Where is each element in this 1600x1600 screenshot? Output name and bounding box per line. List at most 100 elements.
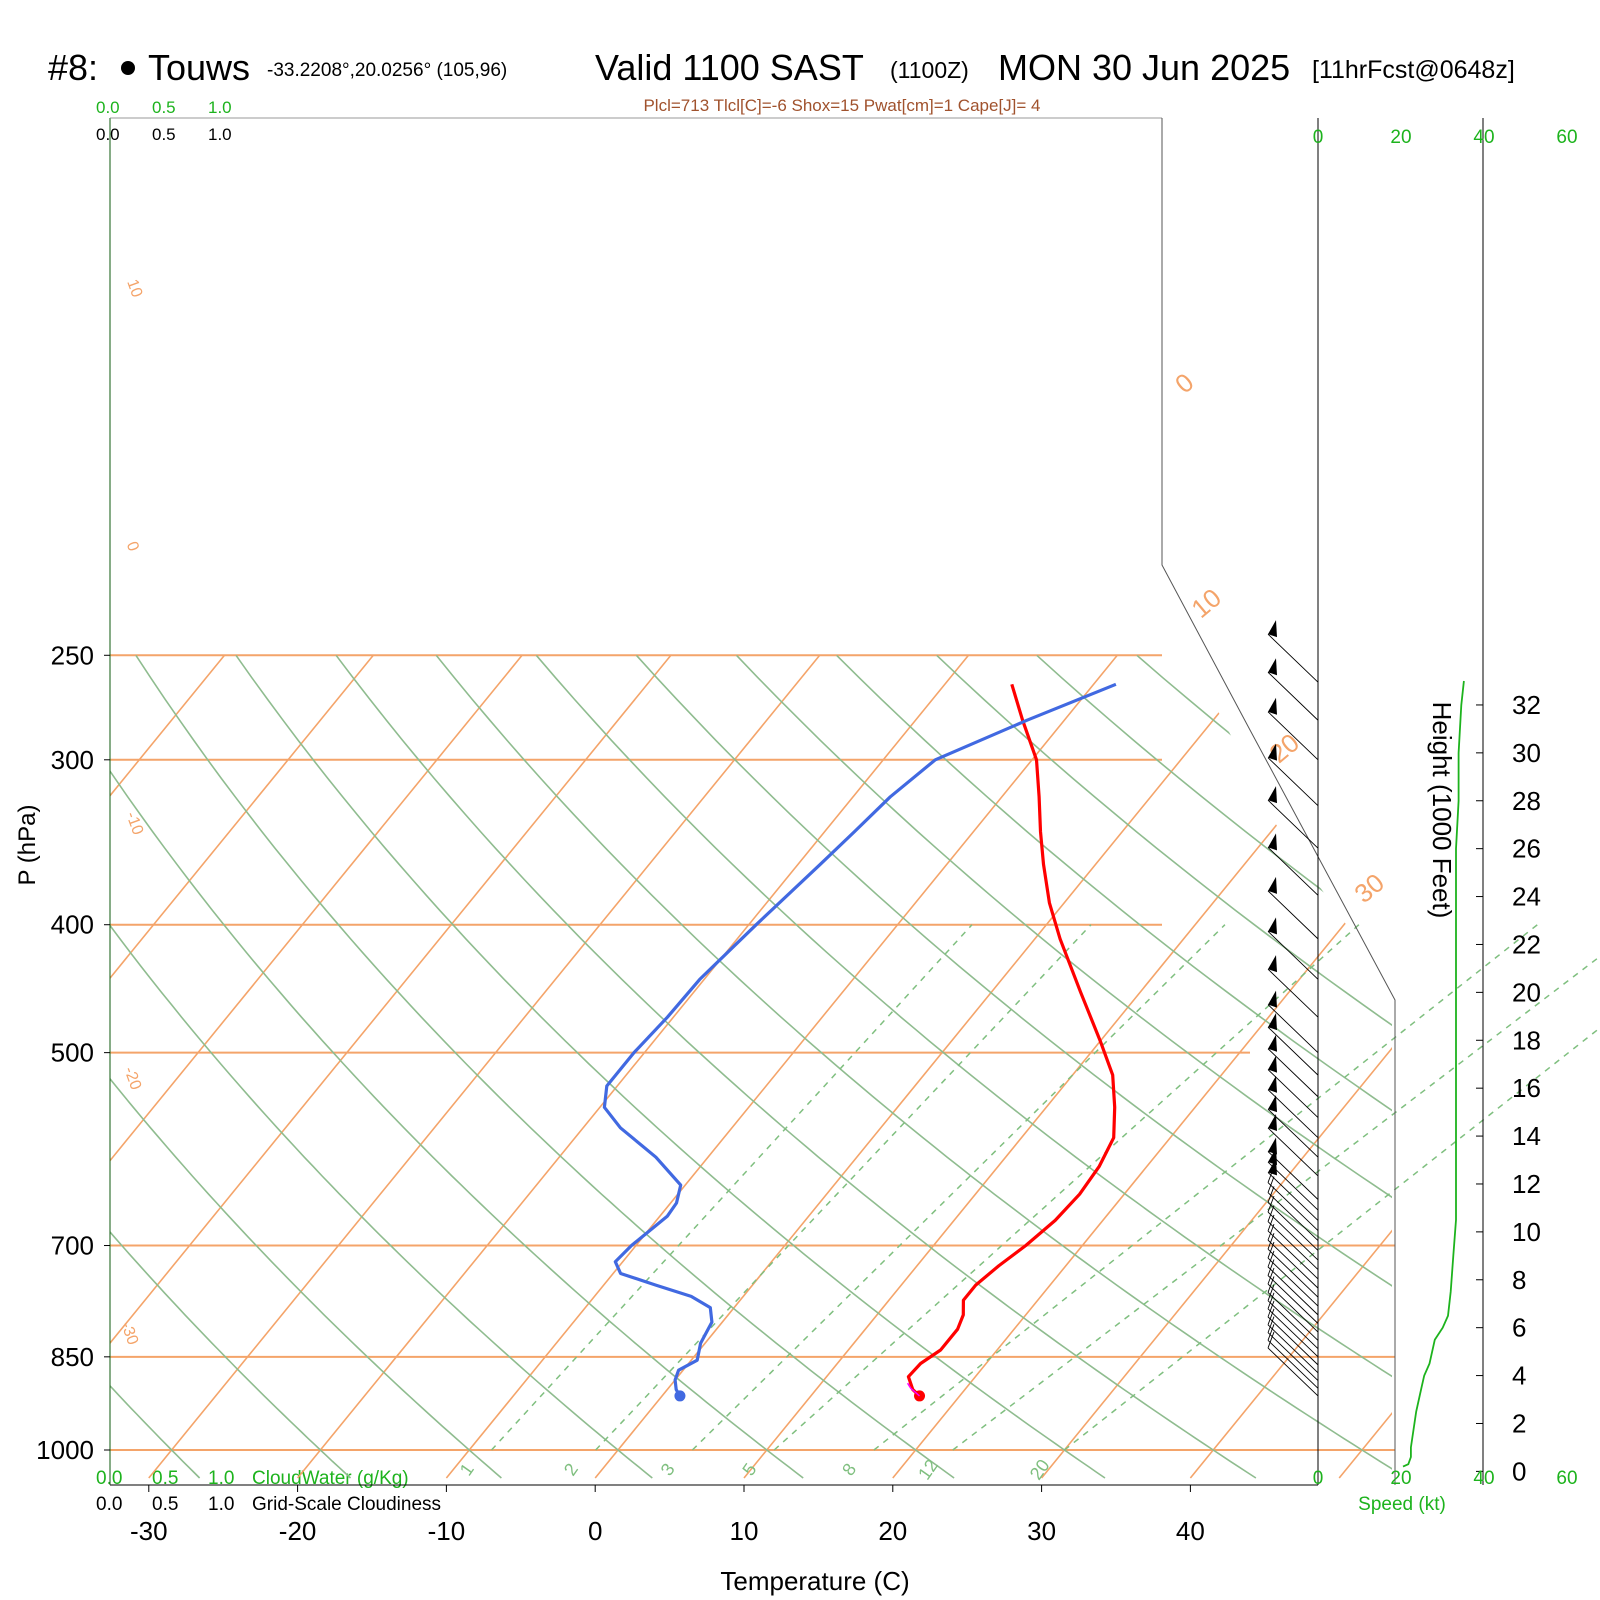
cloudwater-scale-bottom-0: 0.0 — [96, 1468, 122, 1489]
isotherm-label-left-3: -20 — [120, 1065, 144, 1093]
isotherm-line-10 — [743, 654, 1392, 1479]
wind-barb-staff-8 — [1267, 1283, 1319, 1333]
y-tick-label-850: 850 — [51, 1342, 94, 1372]
mixing-ratio-label-1: 1 — [456, 1460, 478, 1480]
isotherm-line--60 — [110, 654, 374, 1479]
dry-adiabat-80 — [735, 654, 1392, 1479]
cloudiness-scale-bottom-2: 1.0 — [208, 1494, 234, 1515]
wind-barb-flag-24 — [1268, 1095, 1277, 1113]
x-axis-ticks: -30 -20 -10 0 10 20 30 40 — [130, 1485, 1205, 1546]
wind-barb-staff-6 — [1267, 1300, 1319, 1350]
wind-barb-staff-9 — [1267, 1275, 1319, 1324]
cloud-scale-bottom: 0.0 0.5 1.0 CloudWater (g/Kg) 0.0 0.5 1.… — [96, 1468, 441, 1515]
isotherm-line-50 — [1338, 654, 1392, 1479]
dry-adiabat-20 — [135, 654, 955, 1479]
speed-tick-top-0: 0 — [1313, 127, 1324, 148]
wind-barb-flag-30 — [1268, 955, 1277, 973]
wind-barb-flag-38 — [1268, 620, 1277, 638]
wind-barb-flag-22 — [1268, 1137, 1277, 1155]
y-tick-label-250: 250 — [51, 640, 94, 670]
isotherm-line--20 — [296, 654, 970, 1479]
mixing-ratio-label-3: 3 — [657, 1460, 679, 1480]
wind-barb-flag-32 — [1268, 876, 1277, 894]
isotherm-line-0 — [594, 654, 1267, 1479]
dry-adiabat-100 — [936, 654, 1392, 1479]
cloudwater-scale-bottom-1: 0.5 — [152, 1468, 178, 1489]
wind-barb-feather-16 — [1267, 1195, 1275, 1213]
cloudwater-scale-top-2: 1.0 — [208, 98, 232, 117]
height-tick-label-28: 28 — [1512, 786, 1541, 816]
wind-barb-flag-35 — [1268, 743, 1277, 761]
speed-tick-bottom-0: 0 — [1313, 1468, 1324, 1489]
valid-time: Valid 1100 SAST — [595, 47, 864, 88]
isotherm-grid — [110, 654, 1392, 1479]
wind-barb-staff-34 — [1267, 799, 1319, 849]
station-number: #8: — [48, 47, 98, 88]
dry-adiabat-0 — [110, 654, 653, 1479]
wind-barb-staff-32 — [1267, 890, 1319, 940]
sounding-indices: Plcl=713 Tlcl[C]=-6 Shox=15 Pwat[cm]=1 C… — [643, 96, 1040, 115]
y-axis-title: P (hPa) — [14, 805, 41, 886]
height-tick-label-20: 20 — [1512, 977, 1541, 1007]
speed-tick-top-20: 20 — [1390, 127, 1411, 148]
wind-barb-staff-28 — [1267, 1026, 1319, 1076]
wind-barb-staff-10 — [1267, 1266, 1319, 1316]
cloudiness-scale-bottom-1: 0.5 — [152, 1494, 178, 1515]
station-name: Touws — [148, 47, 250, 88]
wind-barb-flag-36 — [1268, 697, 1277, 715]
wind-barb-flag-31 — [1268, 917, 1277, 935]
wind-barbs — [1267, 620, 1319, 1397]
wind-barb-staff-19 — [1267, 1182, 1319, 1231]
y-tick-label-500: 500 — [51, 1038, 94, 1068]
wind-speed-line — [1402, 680, 1465, 1468]
wind-barb-staff-35 — [1267, 757, 1319, 807]
wind-barb-staff-21 — [1267, 1161, 1319, 1211]
height-tick-label-16: 16 — [1512, 1073, 1541, 1103]
wind-barb-feather-14 — [1267, 1214, 1275, 1232]
isotherm-line--30 — [148, 654, 821, 1479]
mixing-ratio-label-2: 2 — [560, 1460, 582, 1480]
dry-adiabat-40 — [335, 654, 1257, 1479]
dewpoint-line — [602, 682, 1117, 1397]
valid-date: MON 30 Jun 2025 — [998, 47, 1290, 88]
x-tick-label--30: -30 — [130, 1516, 168, 1546]
dry-adiabat-150 — [1437, 655, 1600, 1478]
wind-barb-staff-30 — [1267, 968, 1319, 1018]
height-tick-label-18: 18 — [1512, 1025, 1541, 1055]
wind-barb-staff-31 — [1267, 931, 1319, 980]
parcel-line — [906, 1382, 920, 1397]
cloudwater-scale-top-0: 0.0 — [96, 98, 120, 117]
cloudwater-label: CloudWater (g/Kg) — [252, 1468, 409, 1489]
wind-barb-flag-33 — [1268, 833, 1277, 851]
dry-adiabat-60 — [535, 654, 1392, 1479]
dry-adiabat--10 — [110, 654, 502, 1479]
wind-barb-staff-0 — [1267, 1347, 1319, 1397]
wind-barb-staff-33 — [1267, 846, 1319, 896]
wind-barb-feather-6 — [1267, 1284, 1275, 1301]
dry-adiabat-30 — [235, 654, 1106, 1479]
wind-barb-staff-22 — [1267, 1151, 1319, 1200]
dewpoint-surface-point — [674, 1390, 686, 1402]
wind-barb-staff-1 — [1267, 1340, 1319, 1389]
speed-tick-bottom-40: 40 — [1473, 1468, 1494, 1489]
isobar-grid — [110, 654, 1395, 1451]
speed-tick-top-60: 60 — [1556, 127, 1577, 148]
wind-barb-staff-2 — [1267, 1332, 1319, 1381]
mixing-ratio-line-4 — [873, 924, 1538, 1451]
isotherm-label-left-2: -10 — [122, 810, 146, 838]
isotherm-label-right-30: 30 — [1348, 867, 1389, 909]
isotherm-label-right-20: 20 — [1263, 727, 1304, 769]
height-tick-label-22: 22 — [1512, 929, 1541, 959]
cloudiness-scale-top-2: 1.0 — [208, 125, 232, 144]
isotherm-label-left-4: -30 — [117, 1320, 141, 1348]
wind-barb-feather-15 — [1267, 1205, 1275, 1222]
isotherm-line-20 — [892, 654, 1392, 1479]
wind-barb-staff-18 — [1267, 1192, 1319, 1241]
cloudiness-scale-bottom-0: 0.0 — [96, 1494, 122, 1515]
wind-barb-staff-7 — [1267, 1292, 1319, 1341]
height-tick-label-2: 2 — [1512, 1408, 1526, 1438]
wind-barb-feather-3 — [1267, 1308, 1275, 1325]
mixing-ratio-line-6 — [1063, 1026, 1600, 1451]
wind-barb-staff-16 — [1267, 1211, 1319, 1261]
